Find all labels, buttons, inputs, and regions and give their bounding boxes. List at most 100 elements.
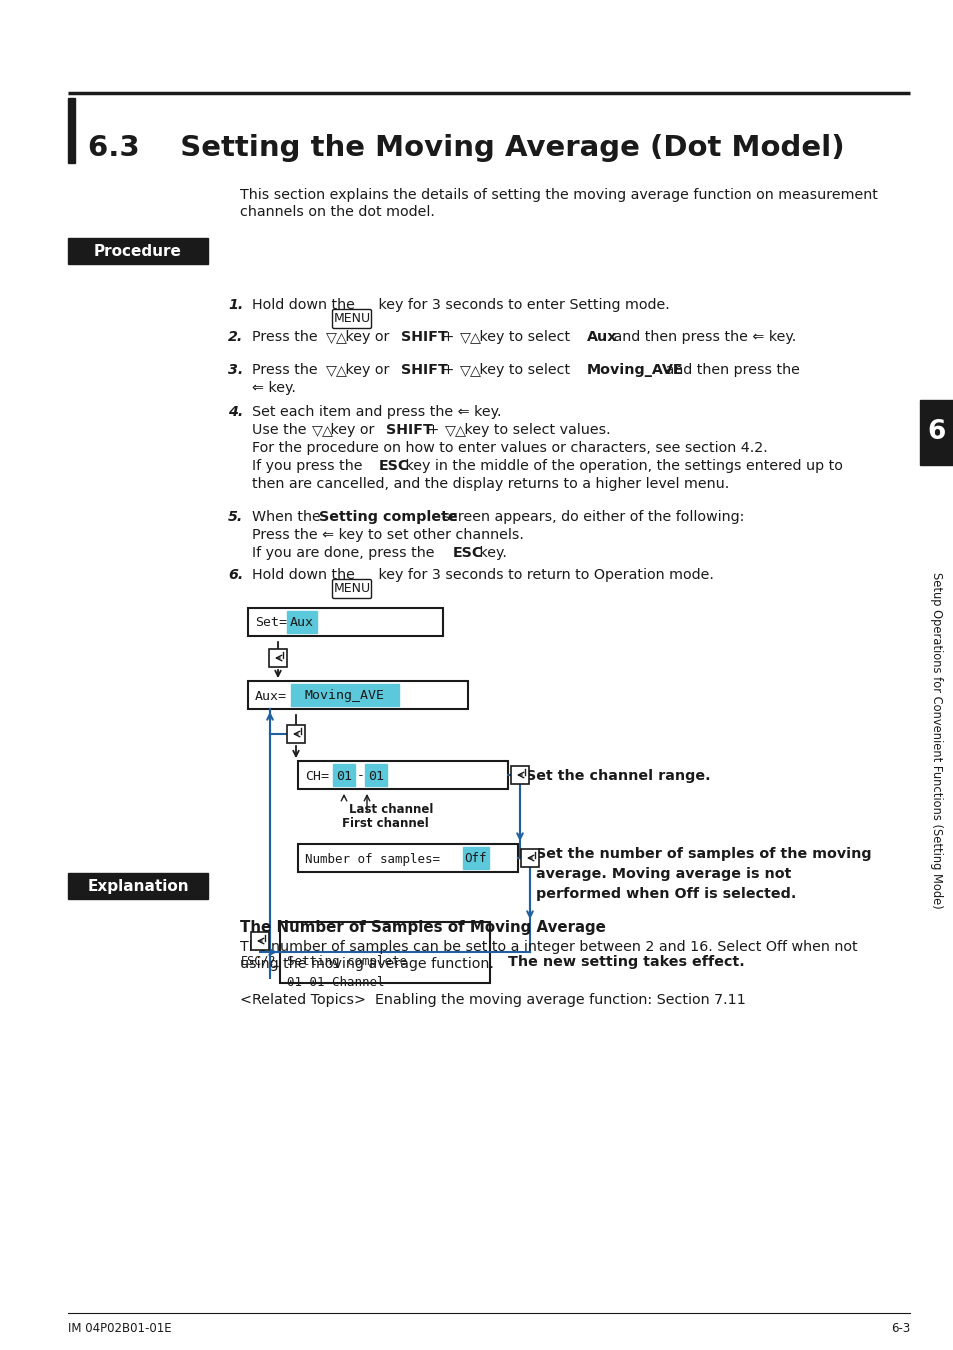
Bar bbox=[919, 400, 953, 464]
Text: channels on the dot model.: channels on the dot model. bbox=[240, 205, 435, 219]
Text: screen appears, do either of the following:: screen appears, do either of the followi… bbox=[437, 510, 743, 524]
Text: Moving_AVE: Moving_AVE bbox=[586, 363, 682, 377]
Text: and then press the: and then press the bbox=[660, 363, 800, 377]
Text: 3.: 3. bbox=[228, 363, 243, 377]
Text: Setting complete: Setting complete bbox=[287, 954, 407, 968]
Text: Explanation: Explanation bbox=[87, 879, 189, 894]
Text: key for 3 seconds to enter Setting mode.: key for 3 seconds to enter Setting mode. bbox=[374, 298, 669, 312]
Text: The number of samples can be set to a integer between 2 and 16. Select Off when : The number of samples can be set to a in… bbox=[240, 940, 857, 954]
Text: key in the middle of the operation, the settings entered up to: key in the middle of the operation, the … bbox=[400, 459, 841, 472]
Bar bbox=[68, 238, 208, 265]
Text: then are cancelled, and the display returns to a higher level menu.: then are cancelled, and the display retu… bbox=[252, 477, 728, 491]
Text: key to select: key to select bbox=[475, 329, 575, 344]
Text: and then press the ⇐ key.: and then press the ⇐ key. bbox=[608, 329, 796, 344]
Text: IM 04P02B01-01E: IM 04P02B01-01E bbox=[68, 1322, 172, 1335]
Bar bbox=[68, 873, 208, 899]
Text: First channel: First channel bbox=[341, 817, 428, 830]
Text: 6-3: 6-3 bbox=[890, 1322, 909, 1335]
Text: ⇐ key.: ⇐ key. bbox=[252, 381, 295, 396]
Text: 01-01 Channel: 01-01 Channel bbox=[287, 976, 384, 990]
Text: When the: When the bbox=[252, 510, 325, 524]
FancyBboxPatch shape bbox=[333, 309, 371, 328]
Text: 6.3    Setting the Moving Average (Dot Model): 6.3 Setting the Moving Average (Dot Mode… bbox=[88, 134, 843, 162]
Text: 4.: 4. bbox=[228, 405, 243, 418]
Text: This section explains the details of setting the moving average function on meas: This section explains the details of set… bbox=[240, 188, 877, 202]
Text: SHIFT: SHIFT bbox=[400, 363, 447, 377]
Text: Moving_AVE: Moving_AVE bbox=[305, 690, 385, 702]
Bar bbox=[68, 99, 75, 163]
Text: 01: 01 bbox=[368, 769, 384, 783]
Text: ▽△: ▽△ bbox=[312, 423, 334, 437]
Text: Hold down the: Hold down the bbox=[252, 298, 359, 312]
Text: Aux: Aux bbox=[586, 329, 617, 344]
Text: SHIFT: SHIFT bbox=[386, 423, 433, 437]
Text: ▽△: ▽△ bbox=[459, 329, 482, 344]
Text: Procedure: Procedure bbox=[94, 243, 182, 258]
Bar bbox=[333, 764, 355, 786]
Bar bbox=[269, 649, 287, 667]
Text: Set each item and press the ⇐ key.: Set each item and press the ⇐ key. bbox=[252, 405, 501, 418]
Text: 2.: 2. bbox=[228, 329, 243, 344]
Text: The new setting takes effect.: The new setting takes effect. bbox=[507, 954, 744, 969]
Bar bbox=[365, 764, 387, 786]
Text: +: + bbox=[422, 423, 443, 437]
Bar bbox=[287, 612, 316, 633]
Text: The Number of Samples of Moving Average: The Number of Samples of Moving Average bbox=[240, 919, 605, 936]
Text: ESC/?: ESC/? bbox=[241, 954, 276, 968]
Text: key or: key or bbox=[326, 423, 379, 437]
Text: ▽△: ▽△ bbox=[445, 423, 467, 437]
Bar bbox=[462, 846, 489, 869]
Text: Set=: Set= bbox=[254, 617, 287, 629]
Bar bbox=[297, 844, 517, 872]
Text: ▽△: ▽△ bbox=[326, 363, 348, 377]
Text: Off: Off bbox=[464, 852, 487, 865]
Text: Press the: Press the bbox=[252, 329, 322, 344]
Text: For the procedure on how to enter values or characters, see section 4.2.: For the procedure on how to enter values… bbox=[252, 441, 767, 455]
Text: Press the ⇐ key to set other channels.: Press the ⇐ key to set other channels. bbox=[252, 528, 523, 541]
Text: using the moving average function.: using the moving average function. bbox=[240, 957, 494, 971]
Bar bbox=[520, 849, 538, 867]
Text: SHIFT: SHIFT bbox=[400, 329, 447, 344]
Text: Use the: Use the bbox=[252, 423, 311, 437]
Text: Set the number of samples of the moving
average. Moving average is not
performed: Set the number of samples of the moving … bbox=[536, 846, 871, 900]
Text: key to select: key to select bbox=[475, 363, 575, 377]
Bar bbox=[248, 608, 442, 636]
Text: ▽△: ▽△ bbox=[326, 329, 348, 344]
Text: 1.: 1. bbox=[228, 298, 243, 312]
Text: MENU: MENU bbox=[334, 582, 370, 595]
Text: Set the channel range.: Set the channel range. bbox=[525, 769, 710, 783]
Bar bbox=[297, 761, 507, 788]
Text: CH=: CH= bbox=[305, 769, 329, 783]
Text: Aux=: Aux= bbox=[254, 690, 287, 702]
FancyBboxPatch shape bbox=[333, 579, 371, 598]
Bar bbox=[248, 680, 468, 709]
Text: Setting complete: Setting complete bbox=[318, 510, 457, 524]
Text: 6: 6 bbox=[927, 418, 945, 446]
Text: ESC: ESC bbox=[378, 459, 409, 472]
Text: <Related Topics>  Enabling the moving average function: Section 7.11: <Related Topics> Enabling the moving ave… bbox=[240, 994, 745, 1007]
Text: key or: key or bbox=[341, 329, 394, 344]
Text: +: + bbox=[437, 363, 458, 377]
Text: key or: key or bbox=[341, 363, 394, 377]
Text: Last channel: Last channel bbox=[349, 803, 433, 815]
Text: Press the: Press the bbox=[252, 363, 322, 377]
Text: 6.: 6. bbox=[228, 568, 243, 582]
Text: key.: key. bbox=[475, 545, 506, 560]
Text: 01: 01 bbox=[335, 769, 352, 783]
Bar bbox=[291, 684, 398, 706]
Bar bbox=[251, 931, 269, 950]
Text: If you are done, press the: If you are done, press the bbox=[252, 545, 438, 560]
Bar bbox=[280, 922, 490, 983]
Text: key to select values.: key to select values. bbox=[459, 423, 610, 437]
Text: ESC: ESC bbox=[453, 545, 483, 560]
Text: key for 3 seconds to return to Operation mode.: key for 3 seconds to return to Operation… bbox=[374, 568, 713, 582]
Bar bbox=[287, 725, 305, 743]
Text: If you press the: If you press the bbox=[252, 459, 367, 472]
Text: MENU: MENU bbox=[334, 312, 370, 325]
Text: 5.: 5. bbox=[228, 510, 243, 524]
Text: Number of samples=: Number of samples= bbox=[305, 852, 439, 865]
Bar bbox=[511, 765, 529, 784]
Text: Aux: Aux bbox=[290, 617, 314, 629]
Text: -: - bbox=[356, 769, 365, 783]
Text: Setup Operations for Convenient Functions (Setting Mode): Setup Operations for Convenient Function… bbox=[929, 571, 943, 909]
